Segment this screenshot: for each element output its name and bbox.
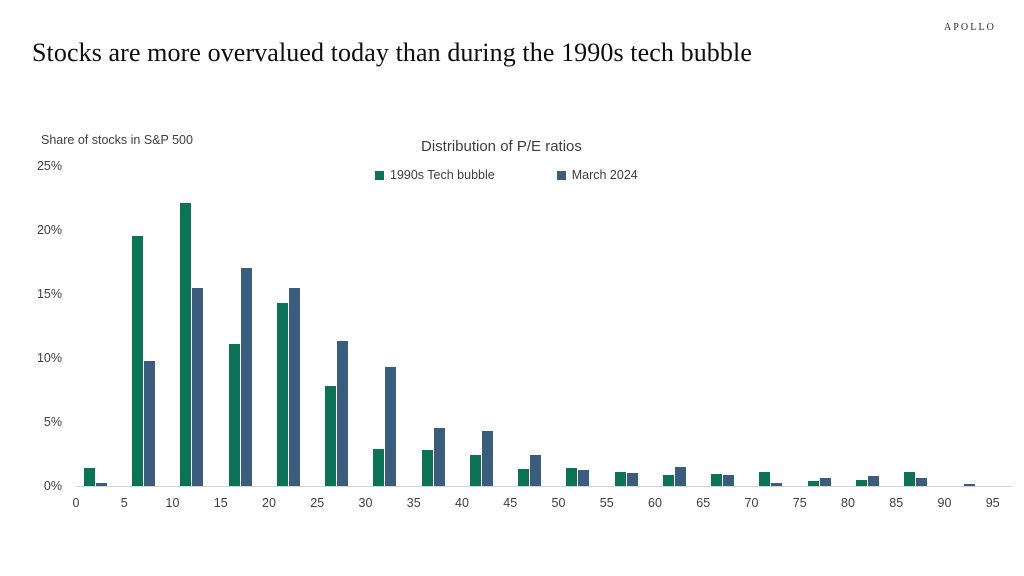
bar-series-0-x-7: [132, 236, 144, 486]
bar-series-1-x-87: [916, 478, 927, 486]
bar-series-0-x-27: [325, 386, 337, 486]
chart-legend: 1990s Tech bubble March 2024: [375, 168, 638, 182]
x-tick-label: 55: [599, 496, 614, 510]
x-tick-label: 80: [841, 496, 855, 510]
bar-series-1-x-77: [819, 478, 831, 486]
bar-series-1-x-17: [240, 268, 252, 486]
x-tick-label: 0: [72, 496, 80, 510]
bar-series-0-x-32: [373, 448, 385, 486]
y-tick-label: 20%: [36, 223, 62, 237]
bar-series-1-x-52: [578, 470, 590, 486]
bar-series-0-x-57: [614, 471, 626, 486]
x-tick-label: 10: [165, 496, 180, 510]
x-tick-label: 20: [262, 496, 276, 510]
bar-series-1-x-72: [771, 483, 783, 486]
chart-plot-area: [76, 160, 1012, 486]
bar-series-0-x-37: [421, 449, 433, 486]
bar-series-1-x-2: [95, 483, 107, 486]
y-tick-label: 10%: [36, 351, 62, 365]
x-tick-label: 90: [937, 496, 952, 510]
bar-series-1-x-32: [385, 366, 397, 486]
y-axis-title: Share of stocks in S&P 500: [41, 133, 193, 147]
bar-series-0-x-17: [228, 343, 240, 486]
x-tick-label: 70: [744, 496, 759, 510]
x-tick-label: 50: [551, 496, 566, 510]
legend-swatch-icon-series-0: [375, 170, 384, 180]
x-tick-label: 30: [358, 496, 373, 510]
bar-series-0-x-47: [518, 468, 530, 486]
bar-series-1-x-42: [481, 430, 493, 486]
chart-subtitle: Distribution of P/E ratios: [421, 138, 582, 155]
bar-series-1-x-12: [192, 287, 204, 486]
bar-series-1-x-82: [867, 475, 879, 486]
bar-series-1-x-37: [433, 428, 445, 486]
bar-series-0-x-42: [469, 455, 481, 486]
y-tick-label: 0%: [43, 479, 62, 493]
bar-series-1-x-27: [337, 341, 349, 486]
x-tick-label: 75: [792, 496, 807, 510]
bar-series-0-x-52: [566, 468, 578, 486]
y-tick-label: 25%: [36, 159, 62, 173]
page-title: Stocks are more overvalued today than du…: [32, 38, 752, 67]
bar-series-1-x-92: [964, 484, 976, 486]
bar-series-1-x-47: [530, 454, 542, 486]
bar-series-0-x-67: [711, 474, 722, 486]
x-tick-label: 65: [696, 496, 711, 510]
legend-label-series-0: 1990s Tech bubble: [390, 168, 495, 182]
bar-series-0-x-87: [904, 471, 915, 486]
bar-series-1-x-7: [144, 360, 156, 486]
x-tick-label: 95: [985, 496, 1000, 510]
legend-swatch-icon-series-1: [556, 170, 566, 180]
x-tick-label: 25: [310, 496, 325, 510]
bars-layer: [76, 160, 1012, 486]
apollo-logo: APOLLO: [943, 22, 996, 33]
bar-series-1-x-22: [288, 287, 300, 486]
bar-series-0-x-2: [83, 468, 95, 486]
bar-series-0-x-62: [662, 475, 674, 486]
bar-series-0-x-82: [855, 480, 867, 486]
bar-series-0-x-77: [807, 480, 819, 486]
x-tick-label: 15: [213, 496, 228, 510]
x-tick-label: 40: [455, 496, 469, 510]
x-tick-label: 60: [648, 496, 662, 510]
x-axis-baseline: [76, 486, 1012, 487]
legend-label-series-1: March 2024: [571, 168, 638, 182]
legend-item-series-0: 1990s Tech bubble: [375, 168, 495, 182]
bar-series-1-x-62: [674, 466, 686, 486]
x-tick-label: 35: [406, 496, 421, 510]
bar-series-1-x-67: [723, 475, 734, 486]
bar-series-1-x-57: [626, 473, 638, 486]
x-tick-label: 85: [889, 496, 904, 510]
legend-item-series-1: March 2024: [556, 168, 638, 182]
x-tick-label: 45: [503, 496, 518, 510]
x-tick-label: 5: [120, 496, 128, 510]
bar-series-0-x-72: [759, 471, 771, 486]
y-tick-label: 5%: [43, 415, 62, 429]
y-tick-label: 15%: [36, 287, 62, 301]
bar-series-0-x-12: [180, 203, 192, 486]
bar-series-0-x-22: [276, 302, 288, 486]
